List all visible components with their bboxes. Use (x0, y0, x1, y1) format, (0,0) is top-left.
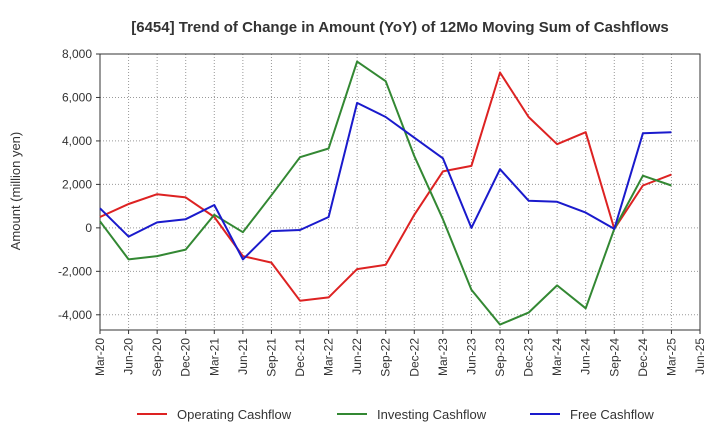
x-tick-label: Mar-21 (207, 338, 221, 376)
y-tick-label: 2,000 (62, 177, 92, 191)
grid-lines (100, 54, 700, 330)
x-tick-label: Jun-21 (236, 338, 250, 375)
y-tick-label: 4,000 (62, 134, 92, 148)
x-tick-label: Dec-21 (293, 338, 307, 377)
x-tick-labels: Mar-20 Jun-20 Sep-20 Dec-20 Mar-21 Jun-21 Sep-… (93, 330, 707, 377)
y-tick-label: 0 (85, 221, 92, 235)
x-tick-label: Sep-24 (607, 338, 621, 377)
x-tick-label: Sep-21 (264, 338, 278, 377)
x-tick-label: Jun-22 (350, 338, 364, 375)
y-tick-label: 6,000 (62, 90, 92, 104)
x-tick-label: Jun-25 (693, 338, 707, 375)
axes (99, 53, 701, 331)
x-tick-label: Dec-24 (636, 338, 650, 377)
y-axis-label: Amount (million yen) (8, 132, 23, 251)
series-line-investing-cashflow (99, 60, 672, 326)
y-tick-label: 8,000 (62, 47, 92, 61)
chart-title: [6454] Trend of Change in Amount (YoY) o… (131, 19, 669, 36)
y-tick-labels: -4,000 -2,000 0 2,000 4,000 6,000 8,000 (58, 47, 100, 322)
y-tick-label: -4,000 (58, 308, 92, 322)
x-tick-label: Jun-20 (122, 338, 136, 375)
x-tick-label: Dec-20 (179, 338, 193, 377)
legend-label: Operating Cashflow (177, 407, 292, 422)
x-tick-label: Dec-23 (522, 338, 536, 377)
plot-background (100, 54, 700, 330)
series-line-free-cashflow (99, 101, 672, 261)
plot-area (100, 54, 700, 330)
x-tick-label: Mar-24 (550, 338, 564, 376)
x-tick-label: Mar-22 (322, 338, 336, 376)
x-tick-label: Dec-22 (407, 338, 421, 377)
x-tick-label: Mar-20 (93, 338, 107, 376)
series-line-operating-cashflow (99, 71, 672, 302)
legend: Operating Cashflow Investing Cashflow Free… (137, 407, 654, 422)
plot-border (99, 53, 701, 331)
x-tick-label: Sep-20 (150, 338, 164, 377)
x-tick-label: Jun-23 (464, 338, 478, 375)
y-tick-label: -2,000 (58, 264, 92, 278)
legend-label: Free Cashflow (570, 407, 654, 422)
x-tick-label: Sep-23 (493, 338, 507, 377)
series-lines (99, 60, 672, 326)
x-tick-label: Sep-22 (379, 338, 393, 377)
x-tick-label: Jun-24 (579, 338, 593, 375)
x-tick-label: Mar-23 (436, 338, 450, 376)
legend-label: Investing Cashflow (377, 407, 487, 422)
x-tick-label: Mar-25 (664, 338, 678, 376)
